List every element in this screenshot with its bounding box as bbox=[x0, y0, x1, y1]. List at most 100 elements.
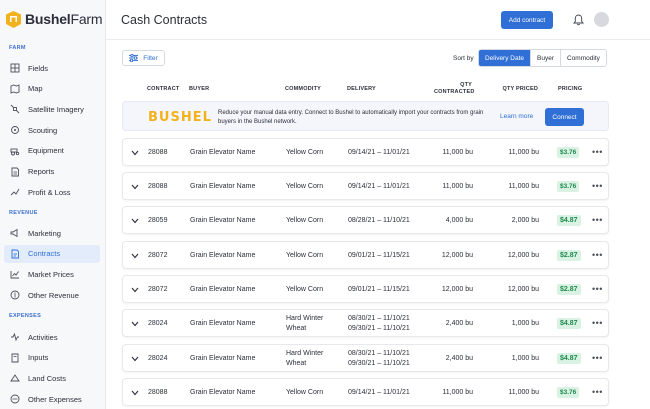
chevron-down-icon[interactable] bbox=[131, 150, 139, 156]
reports-icon bbox=[11, 167, 19, 176]
chevron-down-icon[interactable] bbox=[131, 390, 139, 396]
app-logo[interactable]: BushelFarm bbox=[6, 9, 103, 29]
sort-delivery-date[interactable]: Delivery Date bbox=[479, 50, 531, 66]
column-header-pricing[interactable]: PRICING bbox=[558, 86, 583, 92]
price-badge: $3.76 bbox=[557, 387, 580, 398]
sidebar-item-reports[interactable]: Reports bbox=[4, 163, 100, 181]
sidebar-item-label: Marketing bbox=[28, 228, 61, 238]
sidebar-item-equipment[interactable]: Equipment bbox=[4, 142, 100, 160]
more-options-icon[interactable]: ••• bbox=[592, 353, 603, 363]
sidebar-item-inputs[interactable]: Inputs bbox=[4, 349, 100, 367]
sidebar-item-label: Other Revenue bbox=[28, 290, 79, 300]
table-row[interactable]: 28088 Grain Elevator Name Yellow Corn 09/14… bbox=[122, 172, 609, 200]
table-row[interactable]: 28059 Grain Elevator Name Yellow Corn 08/28… bbox=[122, 206, 609, 234]
sort-buyer[interactable]: Buyer bbox=[530, 50, 560, 66]
contract-number: 28072 bbox=[148, 286, 168, 293]
commodity: Yellow Corn bbox=[286, 286, 324, 293]
chevron-down-icon[interactable] bbox=[131, 321, 139, 327]
commodity: Yellow Corn bbox=[286, 252, 324, 259]
table-row[interactable]: 28024 Grain Elevator Name Hard Winter Wheat… bbox=[122, 309, 609, 337]
sidebar-item-other-expenses[interactable]: Other Expenses bbox=[4, 390, 100, 408]
qty-priced: 12,000 bu bbox=[507, 252, 539, 259]
sidebar-item-map[interactable]: Map bbox=[4, 80, 100, 98]
more-options-icon[interactable]: ••• bbox=[592, 147, 603, 157]
contract-number: 28088 bbox=[148, 389, 168, 396]
delivery-dates: 08/30/21 – 11/10/21 09/30/21 – 11/10/21 bbox=[348, 350, 410, 367]
sidebar-item-other-revenue[interactable]: Other Revenue bbox=[4, 286, 100, 304]
column-header-commodity[interactable]: COMMODITY bbox=[285, 86, 322, 92]
price-badge: $2.87 bbox=[557, 284, 581, 295]
table-row[interactable]: 28088 Grain Elevator Name Yellow Corn 09/14… bbox=[122, 138, 609, 166]
price-badge: $3.76 bbox=[557, 147, 580, 158]
sort-commodity[interactable]: Commodity bbox=[560, 50, 606, 66]
column-header-qty-contracted[interactable]: QTY CONTRACTED bbox=[434, 82, 474, 96]
sidebar-item-scouting[interactable]: Scouting bbox=[4, 121, 100, 139]
chevron-down-icon[interactable] bbox=[131, 287, 139, 293]
sidebar-item-label: Map bbox=[28, 84, 43, 94]
sidebar-section-farm: FARM bbox=[9, 45, 26, 51]
filter-button[interactable]: Filter bbox=[122, 50, 165, 66]
chevron-down-icon[interactable] bbox=[131, 218, 139, 224]
contract-number: 28024 bbox=[148, 320, 168, 327]
column-header-delivery[interactable]: DELIVERY bbox=[347, 86, 376, 92]
more-options-icon[interactable]: ••• bbox=[592, 284, 603, 294]
delivery-dates: 09/14/21 – 11/01/21 bbox=[348, 149, 410, 156]
qty-contracted: 4,000 bu bbox=[445, 217, 473, 224]
sidebar-item-label: Scouting bbox=[28, 125, 58, 135]
contract-number: 28072 bbox=[148, 252, 168, 259]
connect-button[interactable]: Connect bbox=[545, 108, 584, 126]
table-row[interactable]: 28072 Grain Elevator Name Yellow Corn 09/01… bbox=[122, 241, 609, 269]
column-header-contract[interactable]: CONTRACT bbox=[147, 86, 180, 92]
price-badge: $4.87 bbox=[557, 215, 581, 226]
more-options-icon[interactable]: ••• bbox=[592, 387, 603, 397]
avatar[interactable] bbox=[594, 12, 609, 27]
sidebar-section-expenses: EXPENSES bbox=[9, 313, 42, 319]
sidebar-item-satellite-imagery[interactable]: Satellite Imagery bbox=[4, 100, 100, 118]
app-name: BushelFarm bbox=[25, 11, 103, 27]
table-row[interactable]: 28088 Grain Elevator Name Yellow Corn 09/14… bbox=[122, 378, 609, 406]
chevron-down-icon[interactable] bbox=[131, 253, 139, 259]
sidebar-section-revenue: REVENUE bbox=[9, 210, 38, 216]
price-badge: $3.76 bbox=[557, 181, 580, 192]
bell-icon[interactable] bbox=[573, 14, 584, 26]
sidebar-item-land-costs[interactable]: Land Costs bbox=[4, 369, 100, 387]
other-expenses-icon bbox=[10, 394, 20, 404]
qty-contracted: 11,000 bu bbox=[442, 389, 473, 396]
table-row[interactable]: 28072 Grain Elevator Name Yellow Corn 09/01… bbox=[122, 275, 609, 303]
qty-contracted: 2,400 bu bbox=[445, 320, 473, 327]
bushel-logo: BUSHEL bbox=[148, 110, 212, 125]
more-options-icon[interactable]: ••• bbox=[592, 318, 603, 328]
filter-icon bbox=[129, 54, 139, 62]
bushel-connect-banner: BUSHEL Reduce your manual data entry. Co… bbox=[122, 101, 609, 131]
sidebar-item-activities[interactable]: Activities bbox=[4, 328, 100, 346]
sidebar-item-contracts[interactable]: Contracts bbox=[4, 244, 100, 263]
chevron-down-icon[interactable] bbox=[131, 184, 139, 190]
equipment-icon bbox=[10, 148, 20, 156]
sidebar-item-marketing[interactable]: Marketing bbox=[4, 224, 100, 242]
qty-contracted: 12,000 bu bbox=[441, 286, 473, 293]
sidebar-item-label: Satellite Imagery bbox=[28, 104, 84, 114]
delivery-dates: 09/14/21 – 11/01/21 bbox=[348, 183, 410, 190]
column-header-qty-priced[interactable]: QTY PRICED bbox=[502, 86, 538, 92]
sidebar-item-label: Profit & Loss bbox=[28, 187, 71, 197]
sidebar-item-profit-loss[interactable]: Profit & Loss bbox=[4, 183, 100, 201]
contract-number: 28024 bbox=[148, 355, 168, 362]
more-options-icon[interactable]: ••• bbox=[592, 250, 603, 260]
more-options-icon[interactable]: ••• bbox=[592, 181, 603, 191]
commodity: Hard Winter Wheat bbox=[286, 350, 324, 367]
learn-more-link[interactable]: Learn more bbox=[500, 113, 534, 120]
sidebar-item-fields[interactable]: Fields bbox=[4, 59, 100, 77]
column-header-buyer[interactable]: BUYER bbox=[189, 86, 210, 92]
buyer-name: Grain Elevator Name bbox=[190, 286, 256, 293]
table-row[interactable]: 28024 Grain Elevator Name Hard Winter Wheat… bbox=[122, 344, 609, 372]
more-options-icon[interactable]: ••• bbox=[592, 215, 603, 225]
profit-icon bbox=[10, 188, 20, 196]
chevron-down-icon[interactable] bbox=[131, 356, 139, 362]
sidebar-item-label: Market Prices bbox=[28, 269, 74, 279]
add-contract-button[interactable]: Add contract bbox=[501, 11, 553, 29]
sidebar-item-market-prices[interactable]: Market Prices bbox=[4, 265, 100, 283]
sidebar-item-label: Land Costs bbox=[28, 373, 66, 383]
qty-priced: 1,000 bu bbox=[511, 355, 539, 362]
qty-priced: 2,000 bu bbox=[511, 217, 539, 224]
sort-label: Sort by bbox=[453, 55, 474, 62]
